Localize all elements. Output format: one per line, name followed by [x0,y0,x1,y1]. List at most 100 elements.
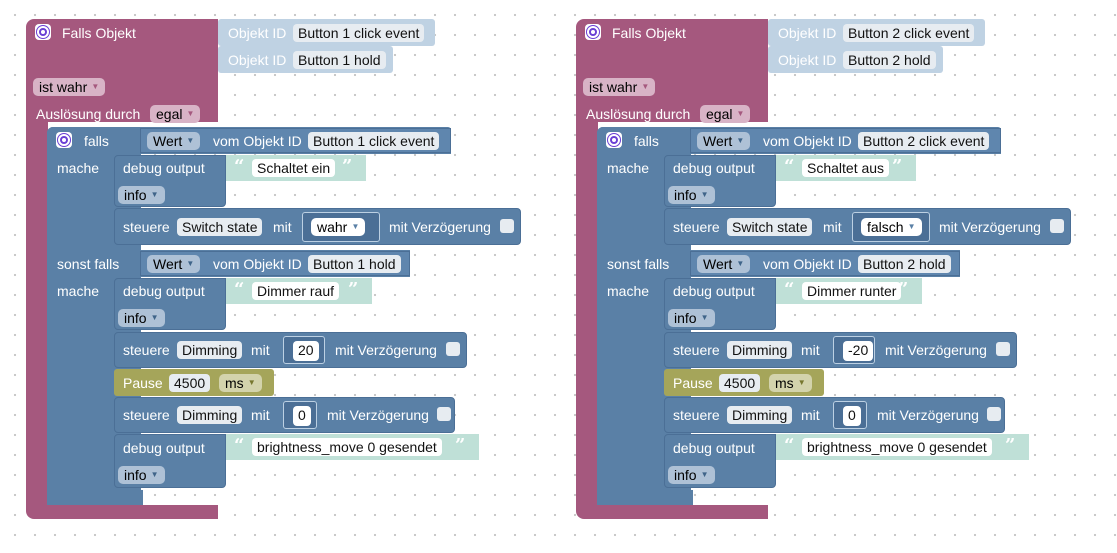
chevron-down-icon: ▼ [186,259,195,268]
delay-checkbox-1[interactable] [1050,219,1064,233]
event-block-bottom [576,505,768,519]
event-block-bottom [26,505,218,519]
if-block-foot [597,490,693,505]
steuere-label-3: steuere [673,407,720,423]
chevron-down-icon: ▼ [150,190,159,199]
switch-state-field[interactable]: Switch state [727,218,813,236]
dim-value-field[interactable]: 20 [293,341,319,361]
chevron-down-icon: ▼ [700,190,709,199]
object-id-label-1: Objekt ID [228,25,287,41]
value-dropdown-2[interactable]: Wert ▼ [147,255,201,273]
trigger-dropdown[interactable]: egal ▼ [700,105,751,123]
debug-text-field-2[interactable]: Dimmer runter [802,282,902,300]
program-block-1[interactable]: Falls Objekt Objekt ID Button 1 click ev… [0,0,560,553]
event-block-body[interactable] [26,19,218,122]
dim-value-field[interactable]: -20 [843,341,874,361]
object-id-field-1[interactable]: Button 2 click event [843,24,975,42]
debug-text-field-2[interactable]: Dimmer rauf [252,282,340,300]
delay-checkbox-1[interactable] [500,219,514,233]
delay-checkbox-3[interactable] [437,407,451,421]
info-dropdown-1[interactable]: info ▼ [118,186,165,204]
bool-dropdown[interactable]: wahr ▼ [311,218,366,236]
delay-label-3: mit Verzögerung [327,407,429,423]
info-dropdown-3[interactable]: info ▼ [118,466,165,484]
value-dropdown-1[interactable]: Wert ▼ [697,132,751,150]
trigger-dropdown[interactable]: egal ▼ [150,105,201,123]
do-label-2: mache [607,283,650,299]
pause-value-field[interactable]: 4500 [719,374,761,392]
condition-id-field-2[interactable]: Button 2 hold [858,255,951,273]
number-block-2[interactable] [283,401,317,429]
mit-label-2: mit [251,342,270,358]
condition-id-field-2[interactable]: Button 1 hold [308,255,401,273]
delay-checkbox-2[interactable] [996,342,1010,356]
open-quote-icon: “ [784,279,795,300]
delay-label-2: mit Verzögerung [885,342,987,358]
debug-label-3: debug output [123,440,205,456]
info-dropdown-3[interactable]: info ▼ [668,466,715,484]
open-quote-icon: “ [234,156,245,177]
dimming-field-1[interactable]: Dimming [727,341,793,359]
close-quote-icon: ” [342,156,353,177]
pause-unit-dropdown[interactable]: ms ▼ [219,374,262,392]
ist-wahr-dropdown[interactable]: ist wahr ▼ [583,78,656,96]
delay-label-1: mit Verzögerung [389,219,491,235]
pause-label: Pause [123,375,163,391]
vom-label-1: vom Objekt ID [763,133,852,149]
condition-id-field-1[interactable]: Button 1 click event [308,132,440,150]
value-dropdown-1[interactable]: Wert ▼ [147,132,201,150]
object-id-field-2[interactable]: Button 1 hold [293,51,386,69]
delay-checkbox-3[interactable] [987,407,1001,421]
dimming-field-1[interactable]: Dimming [177,341,243,359]
object-id-field-1[interactable]: Button 1 click event [293,24,425,42]
dimming-field-2[interactable]: Dimming [727,406,793,424]
debug-text-field-1[interactable]: Schaltet ein [252,159,336,177]
delay-label-1: mit Verzögerung [939,219,1041,235]
dim-zero-field[interactable]: 0 [843,406,861,426]
debug-text-field-1[interactable]: Schaltet aus [802,159,890,177]
chevron-down-icon: ▼ [150,313,159,322]
ist-wahr-dropdown[interactable]: ist wahr ▼ [33,78,106,96]
open-quote-icon: “ [234,435,245,456]
pause-unit-dropdown[interactable]: ms ▼ [769,374,812,392]
switch-state-field[interactable]: Switch state [177,218,263,236]
event-header-label: Falls Objekt [612,25,686,41]
open-quote-icon: “ [234,279,245,300]
condition-id-field-1[interactable]: Button 2 click event [858,132,990,150]
program-block-2[interactable]: Falls Objekt Objekt ID Button 2 click ev… [550,0,1110,553]
info-dropdown-2[interactable]: info ▼ [118,309,165,327]
info-dropdown-1[interactable]: info ▼ [668,186,715,204]
chevron-down-icon: ▼ [186,136,195,145]
dimming-field-2[interactable]: Dimming [177,406,243,424]
steuere-label-3: steuere [123,407,170,423]
chevron-down-icon: ▼ [91,82,100,91]
debug-text-field-3[interactable]: brightness_move 0 gesendet [802,438,992,456]
pause-value-field[interactable]: 4500 [169,374,211,392]
event-block-body[interactable] [576,19,768,122]
object-id-field-2[interactable]: Button 2 hold [843,51,936,69]
chevron-down-icon: ▼ [186,109,195,118]
bool-dropdown[interactable]: falsch ▼ [861,218,922,236]
delay-checkbox-2[interactable] [446,342,460,356]
gear-icon[interactable] [56,132,72,148]
close-quote-icon: ” [348,279,359,300]
do-label-1: mache [57,160,100,176]
gear-icon[interactable] [35,24,51,40]
gear-icon[interactable] [606,132,622,148]
chevron-down-icon: ▼ [700,313,709,322]
mit-label-1: mit [823,219,842,235]
steuere-label-2: steuere [123,342,170,358]
chevron-down-icon: ▼ [736,136,745,145]
if-label: falls [84,133,109,149]
dim-zero-field[interactable]: 0 [293,406,311,426]
debug-text-field-3[interactable]: brightness_move 0 gesendet [252,438,442,456]
info-dropdown-2[interactable]: info ▼ [668,309,715,327]
gear-icon[interactable] [585,24,601,40]
chevron-down-icon: ▼ [247,378,256,387]
trigger-label: Auslösung durch [586,106,691,122]
debug-label-1: debug output [673,160,755,176]
event-block-side [26,100,48,510]
value-dropdown-2[interactable]: Wert ▼ [697,255,751,273]
delay-label-2: mit Verzögerung [335,342,437,358]
debug-label-2: debug output [123,283,205,299]
